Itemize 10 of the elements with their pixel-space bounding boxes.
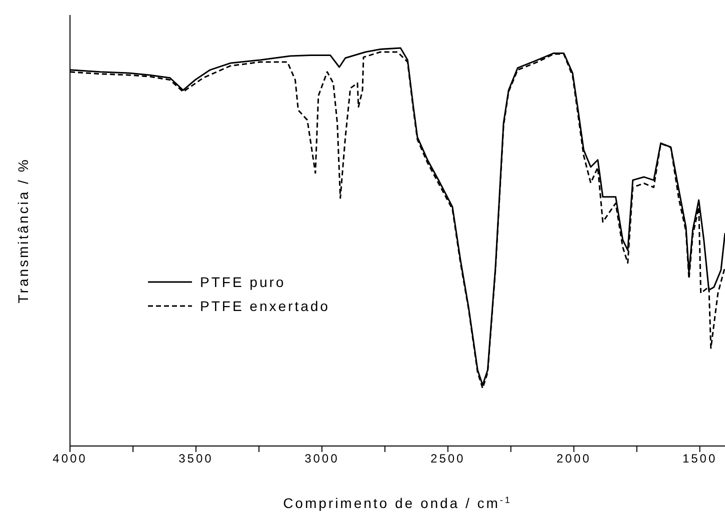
x-tick-label: 2500 [430,452,466,466]
x-tick-label: 2000 [556,452,592,466]
x-tick-label: 3500 [178,452,214,466]
x-tick-label: 4000 [52,452,88,466]
y-axis-title: Transmitância / % [15,158,31,304]
legend-label: PTFE puro [200,274,286,290]
x-tick-label: 1500 [682,452,718,466]
legend-label: PTFE enxertado [200,298,330,314]
x-axis-title: Comprimento de onda / cm$^{-1}$ [283,495,512,511]
x-tick-label: 3000 [304,452,340,466]
